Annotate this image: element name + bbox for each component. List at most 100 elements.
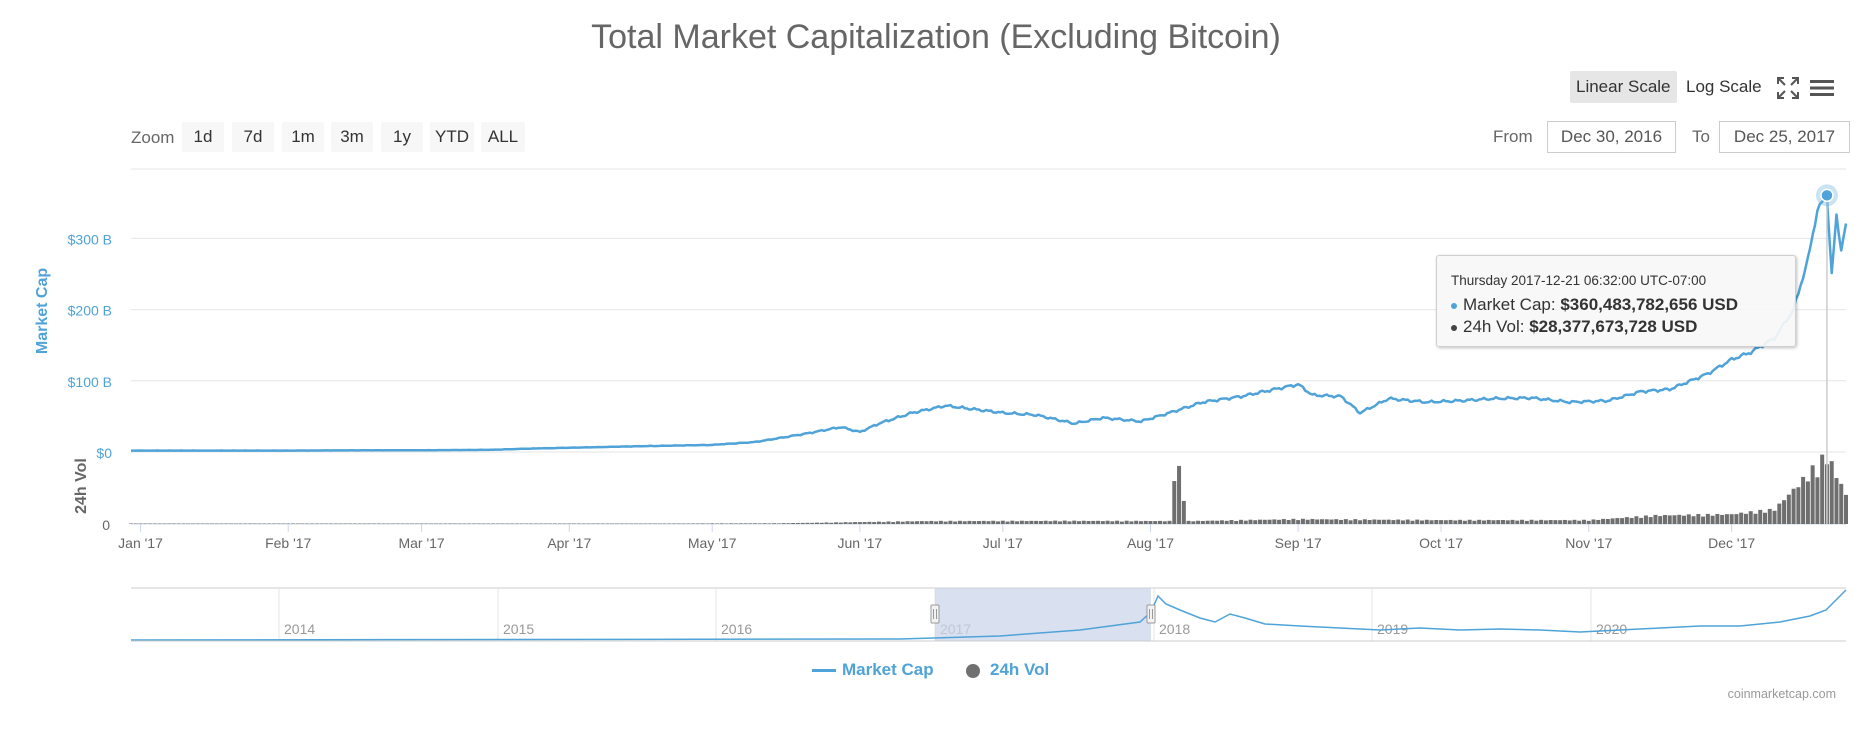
volume-bar [305,523,310,524]
volume-bar [1572,519,1577,524]
volume-bar [910,521,915,524]
volume-bar [743,523,748,524]
zoom-3m-button[interactable]: 3m [331,122,373,152]
volume-bar [233,523,238,524]
volume-bar [1729,514,1734,524]
volume-bar [1586,520,1591,524]
menu-icon[interactable] [1808,74,1836,102]
volume-bar [900,521,905,524]
volume-bar [824,522,829,524]
volume-bar [500,523,505,524]
volume-bar [286,523,291,524]
volume-bar [1410,520,1415,524]
volume-bar [1353,519,1358,524]
volume-bar [1062,520,1067,524]
volume-bar [333,523,338,524]
linear-scale-button[interactable]: Linear Scale [1570,71,1677,103]
volume-bar [1262,519,1267,524]
volume-bar [1348,520,1353,524]
volume-bar [491,523,496,524]
volume-bar [934,521,939,524]
volume-bar [1396,519,1401,524]
chart-title: Total Market Capitalization (Excluding B… [591,18,1281,56]
zoom-1d-button[interactable]: 1d [182,122,224,152]
tooltip: Thursday 2017-12-21 06:32:00 UTC-07:00 M… [1436,255,1796,347]
zoom-ytd-button[interactable]: YTD [430,122,474,152]
volume-bar [257,523,262,524]
volume-bar [229,523,234,524]
volume-bar [991,520,996,524]
volume-bar [162,523,167,524]
volume-bar [1543,520,1548,524]
volume-bar [624,523,629,524]
x-tick-label: Oct '17 [1419,535,1463,551]
volume-bar [1691,516,1696,524]
volume-bar [867,521,872,524]
navigator-right-handle [1146,604,1156,624]
volume-bar [505,523,510,524]
volume-bar [795,523,800,524]
x-tick-label: Nov '17 [1565,535,1612,551]
volume-bar [1815,477,1820,524]
volume-bar [1539,519,1544,524]
y-tick-label: $200 B [68,303,112,319]
legend-volume[interactable]: 24h Vol [966,660,1049,680]
from-date-input[interactable]: Dec 30, 2016 [1547,121,1676,153]
volume-bar [562,523,567,524]
navigator: 2014201520162017201820192020 [130,587,1847,642]
x-tick-label: Jun '17 [838,535,883,551]
volume-bar [1339,519,1344,524]
legend-line-icon [812,669,836,673]
volume-bar [1243,520,1248,524]
volume-bar [810,522,815,524]
volume-bar [376,523,381,524]
tooltip-volume-label: 24h Vol: [1463,317,1525,336]
volume-bar [876,521,881,524]
volume-bar [962,521,967,524]
volume-bar [1667,515,1672,524]
volume-series [129,454,1848,524]
volume-bar [1720,514,1725,524]
zoom-label: Zoom [131,128,175,147]
volume-bar [1639,517,1644,524]
zoom-all-button[interactable]: ALL [481,122,525,152]
volume-bar [352,523,357,524]
volume-bar [695,523,700,524]
volume-bar [557,523,562,524]
volume-bar [1019,520,1024,524]
zoom-1m-button[interactable]: 1m [282,122,324,152]
volume-bar [1610,518,1615,524]
volume-bar [1763,512,1768,524]
volume-bar [1653,514,1658,524]
navigator-year-label: 2020 [1596,621,1627,637]
volume-bar [381,523,386,524]
volume-bar [1086,520,1091,524]
credits-link[interactable]: coinmarketcap.com [1727,687,1836,701]
legend-market-cap[interactable]: Market Cap [812,660,934,680]
volume-bar [1300,518,1305,524]
volume-bar [1458,519,1463,524]
navigator-left-handle [930,604,940,624]
volume-bar [357,523,362,524]
volume-bar [1005,521,1010,524]
volume-bar [190,523,195,524]
volume-bar [524,523,529,524]
volume-bar [1829,461,1834,524]
volume-bar [176,523,181,524]
volume-bar [543,523,548,524]
volume-bar [133,523,138,524]
zoom-1y-button[interactable]: 1y [381,122,423,152]
x-tick-label: Sep '17 [1275,535,1322,551]
to-label: To [1692,127,1710,146]
volume-bar [967,520,972,524]
log-scale-button[interactable]: Log Scale [1686,77,1762,96]
volume-bar [348,523,353,524]
fullscreen-icon[interactable] [1774,74,1802,102]
to-date-input[interactable]: Dec 25, 2017 [1719,121,1850,153]
volume-bar [762,523,767,524]
zoom-7d-button[interactable]: 7d [232,122,274,152]
volume-bar [738,523,743,524]
volume-bar [872,522,877,524]
volume-bar [767,523,772,524]
